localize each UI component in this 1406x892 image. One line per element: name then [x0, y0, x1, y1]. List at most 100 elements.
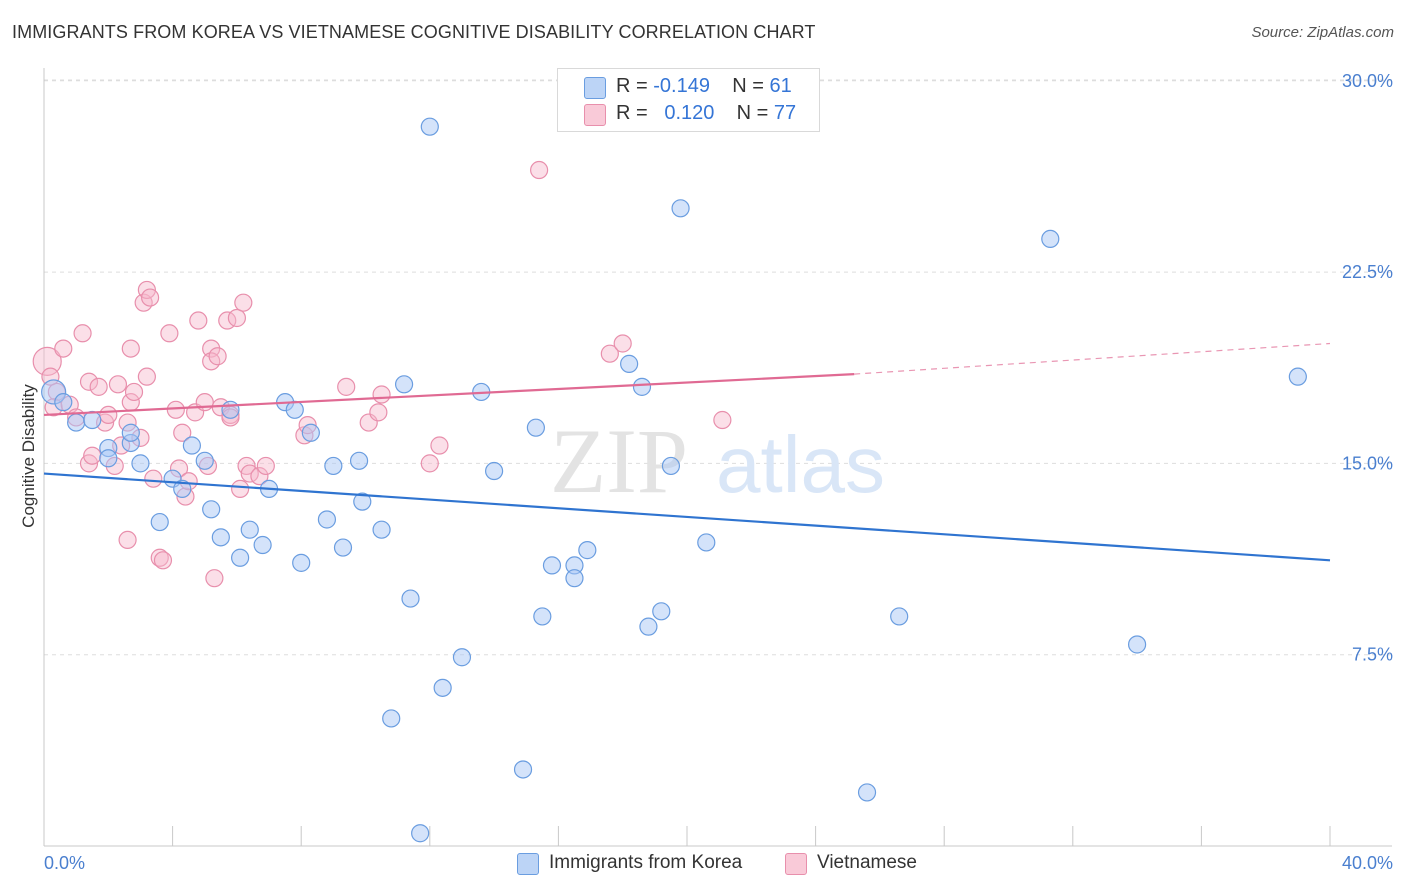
korea-point — [1288, 367, 1307, 386]
vietnamese-point — [372, 385, 391, 404]
korea-point — [578, 541, 597, 560]
korea-point — [1041, 229, 1060, 249]
vietnamese-point — [208, 347, 227, 366]
vietnamese-trend-extension — [854, 342, 1331, 375]
korea-point — [620, 354, 639, 373]
korea-point — [857, 783, 877, 802]
vietnamese-point — [150, 548, 169, 567]
bottom-korea-label: Immigrants from Korea — [549, 852, 743, 873]
korea-trend-line — [43, 472, 1331, 562]
korea-point — [394, 375, 414, 394]
vietnamese-point — [121, 339, 140, 358]
vietnamese-point — [32, 346, 62, 376]
vietnamese-point — [137, 367, 156, 386]
korea-n-label: N = — [732, 75, 764, 97]
vietnamese-point — [256, 456, 275, 476]
vietnamese-point — [144, 469, 163, 488]
korea-point — [240, 520, 259, 539]
korea-point — [67, 413, 86, 432]
y-tick-label: 22.5% — [1342, 262, 1393, 282]
y-tick-label: 30.0% — [1342, 71, 1393, 91]
korea-point — [317, 510, 337, 529]
vietnamese-point — [234, 293, 253, 312]
korea-point — [231, 548, 250, 567]
korea-point — [131, 454, 150, 473]
vietnamese-point — [73, 324, 92, 343]
korea-point — [253, 535, 272, 555]
vietnamese-n-value: 77 — [773, 102, 797, 124]
vietnamese-r-label: R = — [616, 102, 648, 124]
korea-point — [542, 556, 562, 575]
korea-point — [150, 512, 169, 532]
vietnamese-swatch — [584, 104, 606, 126]
vietnamese-point — [420, 454, 439, 473]
bottom-vietnamese-label: Vietnamese — [817, 852, 917, 873]
korea-point — [324, 456, 343, 476]
vietnamese-point — [79, 372, 99, 391]
korea-point — [565, 569, 584, 588]
korea-point — [382, 709, 401, 728]
vietnamese-point — [140, 288, 160, 307]
vietnamese-point — [231, 479, 250, 498]
korea-point — [182, 436, 201, 455]
vietnamese-point — [160, 324, 179, 343]
vietnamese-point — [54, 339, 73, 358]
korea-point — [292, 553, 311, 572]
vietnamese-point — [166, 400, 185, 419]
korea-point — [353, 492, 372, 511]
korea-point — [333, 538, 353, 557]
vietnamese-point — [124, 382, 144, 402]
korea-point — [513, 760, 533, 779]
vietnamese-n-label: N = — [736, 102, 769, 124]
korea-point — [697, 533, 716, 552]
vietnamese-r-value: 0.120 — [664, 102, 715, 124]
vietnamese-point — [613, 334, 632, 353]
korea-point — [671, 199, 690, 218]
vietnamese-point — [430, 436, 449, 455]
korea-r-value: -0.149 — [653, 75, 710, 97]
korea-point — [99, 449, 118, 468]
korea-point — [349, 451, 369, 470]
vietnamese-point — [369, 403, 388, 422]
korea-point — [533, 607, 552, 626]
korea-point — [54, 393, 73, 412]
vietnamese-point — [337, 377, 356, 396]
vietnamese-point — [205, 569, 224, 588]
korea-point — [452, 648, 472, 667]
korea-point — [301, 423, 320, 442]
korea-point — [211, 528, 230, 547]
y-tick-label: 15.0% — [1342, 453, 1393, 473]
vietnamese-point — [173, 423, 192, 442]
korea-point — [195, 451, 214, 470]
vietnamese-trend-line — [43, 372, 855, 417]
vietnamese-point — [189, 311, 208, 330]
korea-point — [221, 400, 240, 419]
bottom-vietnamese-swatch — [785, 853, 807, 875]
zipatlas-watermark: ZIP atlas — [550, 410, 885, 512]
vietnamese-point — [99, 405, 118, 425]
vietnamese-point — [250, 467, 269, 486]
vietnamese-point — [83, 446, 102, 465]
korea-n-value: 61 — [769, 75, 792, 97]
korea-point — [1127, 635, 1147, 654]
x-tick-label-min: 0.0% — [44, 853, 85, 873]
korea-r-label: R = — [616, 75, 648, 97]
korea-point — [202, 500, 221, 519]
korea-point — [433, 678, 452, 697]
korea-point — [890, 607, 909, 626]
vietnamese-point — [108, 375, 128, 394]
chart-title: IMMIGRANTS FROM KOREA VS VIETNAMESE COGN… — [12, 22, 816, 42]
vietnamese-point — [713, 410, 732, 430]
korea-point — [526, 418, 545, 437]
vietnamese-point — [530, 160, 549, 180]
korea-point — [652, 602, 671, 621]
korea-point — [420, 117, 439, 136]
korea-point — [411, 824, 430, 843]
korea-point — [485, 461, 504, 481]
korea-point — [121, 423, 140, 442]
korea-point — [372, 520, 391, 539]
y-axis-label: Cognitive Disability — [19, 384, 38, 528]
correlation-legend: R = -0.149 N = 61 R = 0.120 N = 77 — [557, 68, 820, 132]
x-tick-label-max: 40.0% — [1342, 853, 1393, 873]
